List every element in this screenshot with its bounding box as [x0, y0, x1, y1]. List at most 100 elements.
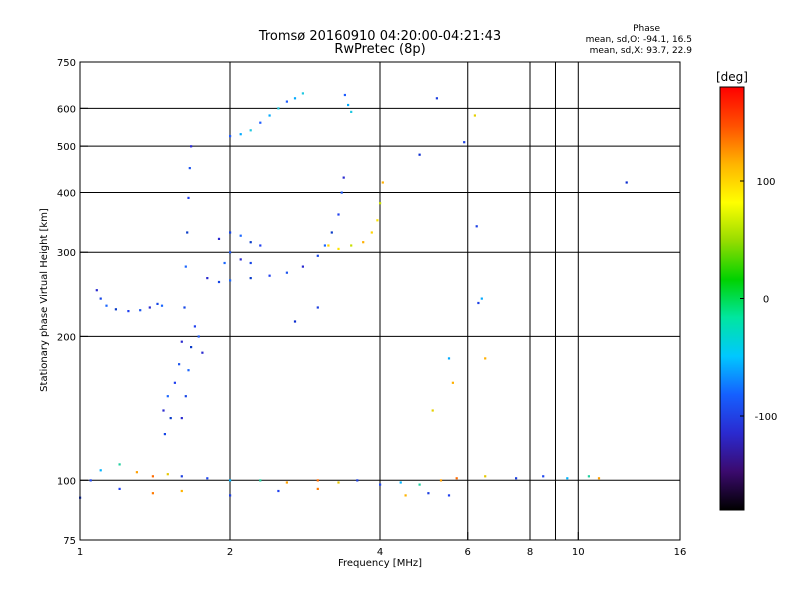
data-point — [316, 479, 319, 482]
x-tick-label: 2 — [227, 547, 233, 558]
data-point — [249, 241, 252, 244]
data-point — [89, 479, 92, 482]
data-point — [340, 191, 343, 194]
data-point — [178, 363, 181, 366]
data-point — [223, 261, 226, 265]
data-point — [268, 114, 271, 117]
data-point — [316, 487, 319, 490]
x-tick-label: 1 — [77, 547, 83, 558]
data-point — [151, 492, 154, 495]
x-axis-label: Frequency [MHz] — [338, 558, 422, 569]
data-point — [418, 483, 421, 486]
data-point — [285, 481, 288, 484]
data-point — [127, 310, 130, 313]
data-point — [327, 244, 330, 247]
data-point — [439, 479, 443, 482]
data-point — [166, 473, 169, 476]
data-point — [316, 306, 319, 309]
data-point — [183, 306, 186, 309]
chart-subtitle: RwPretec (8p) — [334, 42, 425, 57]
data-point — [249, 277, 252, 280]
data-point — [342, 176, 345, 179]
data-point — [356, 479, 359, 482]
data-point — [473, 114, 476, 117]
info-line-1: mean, sd,O: -94.1, 16.5 — [586, 35, 692, 45]
data-point — [99, 469, 102, 472]
data-point — [399, 481, 402, 484]
info-heading: Phase — [633, 24, 660, 34]
data-point — [480, 297, 483, 300]
data-point — [293, 320, 297, 323]
data-point — [477, 301, 480, 305]
data-point — [169, 417, 172, 420]
data-point — [160, 304, 164, 307]
data-point — [542, 475, 545, 478]
data-point — [404, 494, 407, 497]
data-point — [105, 304, 108, 307]
data-point — [201, 351, 204, 354]
data-point — [370, 231, 373, 234]
data-point — [379, 483, 382, 486]
data-point — [427, 492, 430, 495]
data-point — [139, 309, 142, 312]
data-point — [190, 145, 193, 148]
data-point — [239, 258, 242, 261]
data-point — [180, 417, 183, 420]
data-point — [293, 97, 297, 100]
data-point — [184, 265, 187, 268]
colorbar: [deg] 100 0 -100 — [716, 70, 777, 511]
data-point — [184, 395, 187, 398]
data-point — [188, 167, 191, 170]
data-point — [180, 489, 183, 493]
data-point — [259, 479, 262, 482]
y-tick-label: 200 — [57, 332, 76, 343]
data-point — [597, 477, 601, 480]
data-point — [268, 274, 271, 277]
data-point — [277, 107, 280, 110]
y-tick-label: 100 — [57, 476, 76, 487]
data-point — [186, 231, 189, 234]
data-point — [249, 261, 252, 265]
data-point — [166, 395, 169, 398]
data-point — [379, 202, 382, 205]
data-point — [484, 357, 487, 360]
data-point — [323, 244, 326, 247]
data-point — [259, 244, 262, 247]
colorbar-tick-label: 0 — [763, 295, 769, 306]
data-point — [229, 279, 232, 282]
data-point — [350, 244, 353, 247]
data-point — [330, 231, 333, 234]
data-point — [249, 129, 252, 132]
y-tick-label: 400 — [57, 188, 76, 199]
data-point — [350, 110, 353, 113]
data-point — [118, 487, 121, 490]
data-point — [435, 97, 438, 100]
data-point — [587, 475, 590, 478]
data-point — [180, 340, 183, 343]
data-point — [217, 237, 221, 240]
data-point — [118, 463, 121, 466]
data-point — [475, 225, 478, 228]
x-tick-label: 6 — [465, 547, 471, 558]
data-point — [431, 409, 434, 412]
data-point — [163, 433, 166, 436]
data-point — [193, 325, 196, 328]
grid-layer — [80, 62, 680, 540]
data-point — [259, 121, 262, 124]
data-point — [625, 181, 628, 184]
colorbar-tick-label: 100 — [756, 177, 775, 188]
data-point — [515, 477, 518, 480]
data-point — [95, 289, 98, 292]
data-point — [173, 381, 176, 384]
data-point — [190, 346, 193, 349]
data-point — [347, 103, 350, 107]
x-tick-label: 4 — [377, 547, 383, 558]
data-point — [239, 234, 242, 237]
data-point — [217, 280, 221, 284]
data-point — [114, 308, 117, 311]
data-point — [229, 135, 232, 138]
data-point — [187, 196, 190, 199]
data-point — [229, 479, 232, 482]
data-point — [285, 100, 288, 103]
